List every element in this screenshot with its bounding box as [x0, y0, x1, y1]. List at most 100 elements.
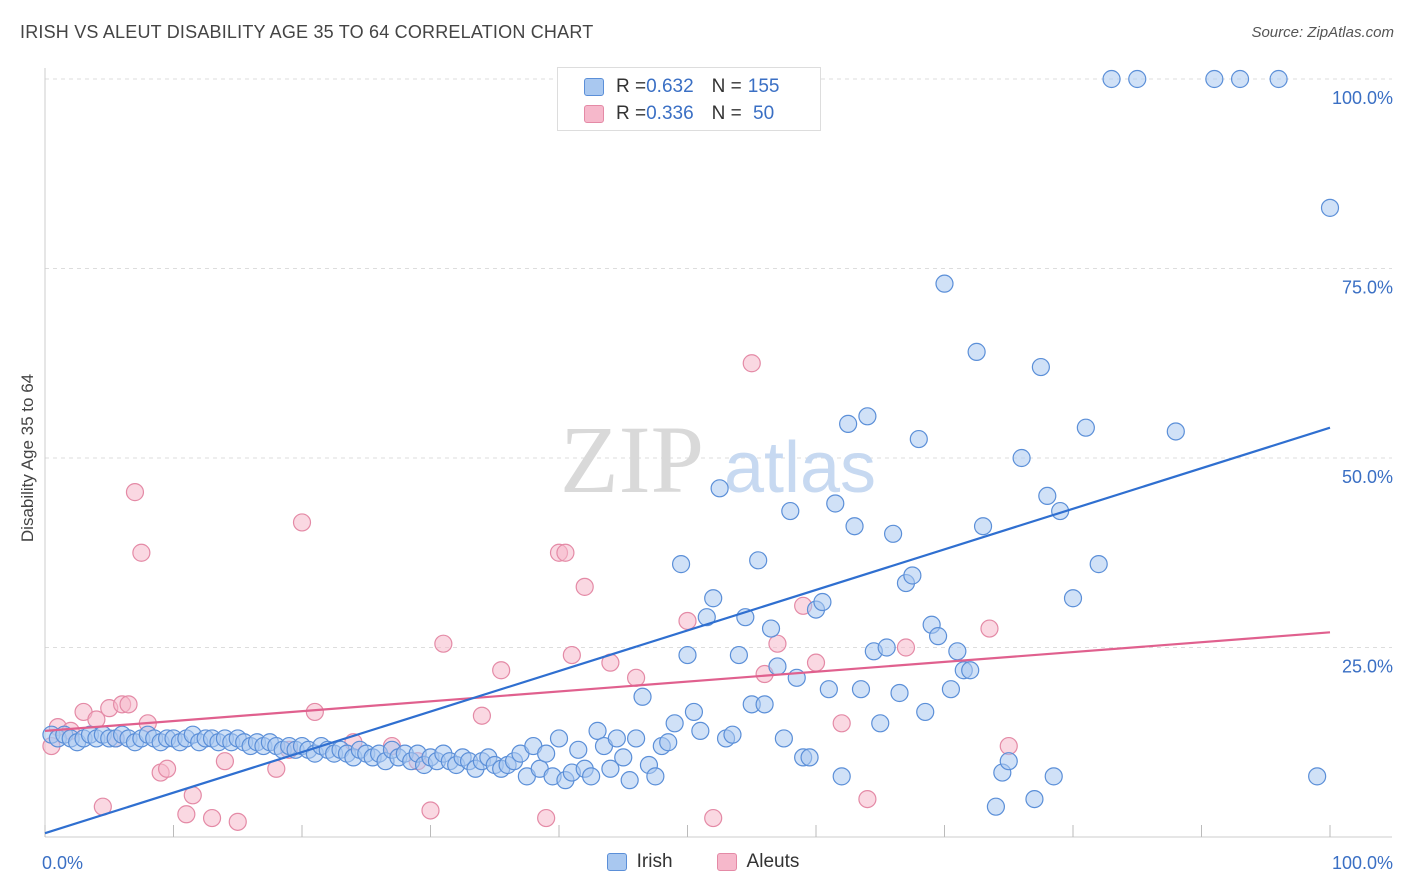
irish-point	[928, 627, 948, 646]
aleut-point	[980, 619, 999, 638]
irish-point	[903, 566, 922, 585]
stats-row-aleuts: R = 0.336 N = 50	[584, 101, 774, 127]
irish-point	[723, 725, 742, 744]
irish-point	[1044, 767, 1063, 786]
aleut-point	[202, 808, 222, 828]
irish-point	[890, 683, 909, 703]
y-axis-label: Disability Age 35 to 64	[18, 373, 37, 543]
irish-point	[826, 494, 845, 513]
irish-point	[967, 342, 986, 361]
trend-lines	[44, 426, 1331, 835]
irish-point	[909, 429, 928, 449]
aleut-point	[125, 483, 145, 502]
aleut-point	[562, 645, 581, 665]
stats-row-irish: R = 0.632 N = 155	[584, 74, 779, 100]
irish-point	[948, 642, 967, 661]
irish-trend-line	[44, 426, 1331, 835]
irish-point	[1269, 69, 1288, 89]
aleut-swatch	[716, 853, 737, 871]
irish-point	[819, 680, 838, 699]
irish-point	[941, 680, 961, 699]
y-tick-label: 75.0%	[1342, 278, 1393, 298]
aleut-point	[157, 759, 177, 778]
irish-point	[678, 645, 697, 665]
aleut-point	[177, 805, 196, 824]
aleut-point	[472, 706, 491, 725]
irish-point	[646, 767, 665, 786]
irish-point	[614, 748, 633, 767]
irish-point	[1012, 448, 1031, 468]
irish-point	[832, 767, 851, 786]
irish-point	[749, 551, 768, 570]
irish-point	[1320, 198, 1340, 217]
series-legend: Irish Aleuts	[0, 851, 1406, 873]
irish-point	[549, 729, 569, 748]
irish-point	[1205, 69, 1224, 89]
n-value: 155	[747, 76, 780, 97]
irish-point	[665, 714, 684, 733]
irish-point	[671, 555, 691, 574]
aleut-point	[556, 543, 575, 562]
irish-point	[781, 501, 800, 521]
irish-point	[813, 592, 832, 612]
x-tick-label: 100.0%	[1332, 853, 1393, 873]
n-label: N =	[711, 103, 742, 124]
r-label: R =	[616, 103, 647, 124]
irish-point	[537, 744, 556, 763]
x-tick-label: 0.0%	[42, 853, 83, 873]
irish-point	[961, 661, 980, 680]
irish-point	[1166, 422, 1185, 441]
irish-point	[1230, 69, 1250, 89]
irish-point	[800, 748, 819, 767]
irish-point	[973, 517, 993, 536]
irish-point	[986, 797, 1006, 816]
aleut-point	[492, 661, 511, 680]
aleut-point	[768, 634, 787, 653]
irish-point	[999, 752, 1018, 771]
aleut-swatch	[584, 105, 604, 123]
aleut-trend-line	[44, 631, 1331, 732]
irish-point	[877, 638, 896, 657]
source-label: Source: ZipAtlas.com	[1251, 24, 1394, 41]
irish-point	[697, 608, 716, 627]
irish-point	[1025, 789, 1044, 809]
irish-swatch	[584, 78, 604, 96]
irish-point	[691, 721, 710, 740]
watermark-atlas: atlas	[724, 428, 876, 508]
irish-point	[851, 680, 871, 699]
irish-point	[916, 702, 935, 722]
tick-labels: 25.0% 50.0% 75.0% 100.0% 0.0% 100.0%	[42, 88, 1393, 873]
irish-point	[588, 721, 607, 740]
aleut-point	[119, 695, 138, 714]
irish-point	[569, 740, 588, 759]
irish-point	[659, 733, 678, 752]
aleut-point	[626, 668, 646, 687]
irish-point	[582, 767, 601, 786]
irish-point	[684, 702, 704, 722]
irish-point	[935, 274, 954, 293]
irish-point	[845, 517, 864, 536]
irish-point	[633, 687, 652, 706]
irish-point	[858, 407, 877, 426]
legend-item-irish[interactable]: Irish	[606, 851, 673, 873]
legend-label-irish: Irish	[636, 851, 673, 872]
aleut-point	[305, 702, 324, 722]
chart-title: IRISH VS ALEUT DISABILITY AGE 35 TO 64 C…	[20, 22, 594, 42]
irish-point	[620, 771, 639, 790]
irish-point	[607, 729, 626, 748]
legend-item-aleuts[interactable]: Aleuts	[716, 851, 800, 873]
irish-point	[871, 714, 890, 733]
irish-point	[1102, 69, 1121, 89]
irish-point	[1031, 357, 1050, 377]
aleut-point	[215, 752, 234, 771]
aleut-point	[228, 812, 247, 831]
watermark: ZIP atlas	[560, 406, 876, 513]
aleut-point	[292, 513, 312, 532]
irish-point	[601, 759, 620, 778]
aleut-point	[742, 354, 761, 373]
aleut-point	[896, 638, 916, 657]
irish-point	[626, 729, 646, 748]
legend-label-aleuts: Aleuts	[746, 851, 800, 872]
irish-point	[1076, 418, 1095, 437]
